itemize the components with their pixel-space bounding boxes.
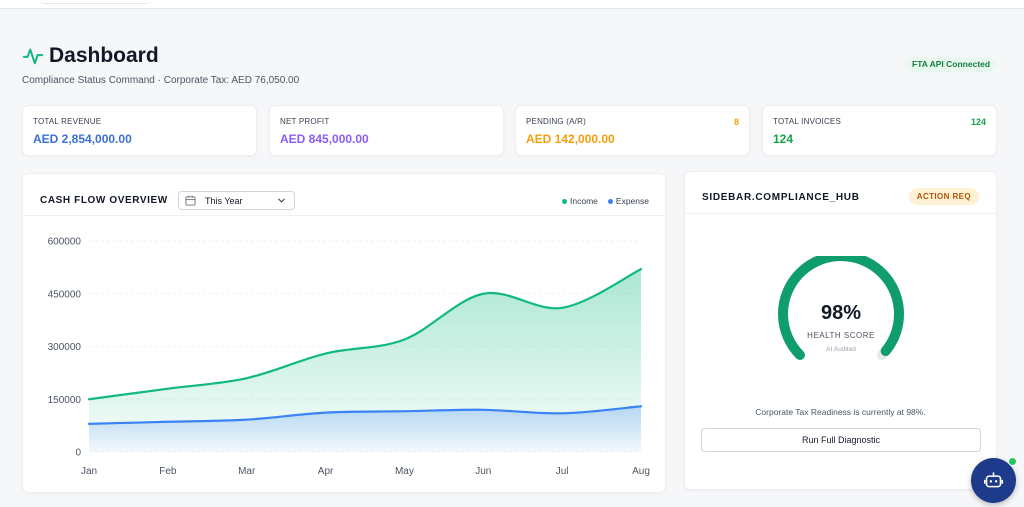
kpi-value: AED 845,000.00 — [280, 132, 369, 146]
health-score-gauge — [778, 256, 904, 361]
cash-flow-chart: 0 150000 300000 450000 600000 Jan Feb Mar Apr May… — [48, 237, 650, 478]
kpi-value: 124 — [773, 132, 794, 146]
top-bar — [0, 0, 1024, 9]
expense-dot — [607, 198, 613, 204]
expense-line — [87, 405, 643, 425]
online-status-dot — [1008, 457, 1017, 466]
income-dot — [562, 198, 568, 204]
x-tick-label: Aug — [632, 466, 650, 477]
readiness-text: Corporate Tax Readiness is currently at … — [755, 407, 926, 417]
kpi-count: 124 — [970, 117, 986, 127]
cash-flow-title: CASH FLOW OVERVIEW — [40, 195, 168, 206]
compliance-hub-card: SIDEBAR.COMPLIANCE_HUB ACTION REQ 98% HE… — [684, 171, 997, 490]
compliance-hub-title: SIDEBAR.COMPLIANCE_HUB — [702, 192, 860, 203]
x-tick-label: Jan — [81, 466, 97, 477]
date-range-select[interactable]: This Year — [178, 191, 295, 210]
expense-area — [89, 406, 641, 452]
y-tick-label: 600000 — [48, 237, 82, 248]
kpi-card-net-profit[interactable]: NET PROFIT AED 845,000.00 — [269, 105, 504, 156]
y-tick-label: 0 — [75, 448, 81, 459]
chevron-down-icon — [278, 198, 285, 203]
cash-flow-header: CASH FLOW OVERVIEW This Year Income Expe… — [23, 174, 665, 216]
run-diagnostic-button[interactable]: Run Full Diagnostic — [701, 428, 981, 452]
page-subtitle: Compliance Status Command · Corporate Ta… — [22, 75, 300, 86]
action-required-badge: ACTION REQ — [908, 188, 979, 205]
legend-expense[interactable]: Expense — [607, 196, 649, 206]
kpi-card-total-invoices[interactable]: TOTAL INVOICES 124 124 — [762, 105, 997, 156]
kpi-label: NET PROFIT — [280, 117, 330, 126]
x-tick-label: Mar — [238, 466, 256, 477]
date-range-value: This Year — [205, 196, 243, 206]
legend-expense-label: Expense — [615, 196, 649, 206]
gauge-fill — [778, 256, 904, 361]
x-tick-label: Jul — [556, 466, 569, 477]
divider — [685, 213, 996, 214]
cash-flow-card: CASH FLOW OVERVIEW This Year Income Expe… — [22, 173, 666, 493]
chart-legend: Income Expense — [562, 196, 649, 206]
y-tick-label: 300000 — [48, 342, 82, 353]
kpi-card-total-revenue[interactable]: TOTAL REVENUE AED 2,854,000.00 — [22, 105, 257, 156]
api-status-badge: FTA API Connected — [906, 57, 997, 72]
x-tick-label: Feb — [159, 466, 177, 477]
kpi-label: TOTAL REVENUE — [33, 117, 102, 126]
ai-assistant-button[interactable] — [971, 458, 1016, 503]
robot-icon — [983, 472, 1004, 488]
kpi-card-pending-ar[interactable]: PENDING (A/R) 8 AED 142,000.00 — [515, 105, 750, 156]
legend-income[interactable]: Income — [562, 196, 598, 206]
top-tab[interactable] — [40, 0, 150, 4]
kpi-label: PENDING (A/R) — [526, 117, 586, 126]
kpi-value: AED 142,000.00 — [526, 132, 615, 146]
health-score-value: 98% — [820, 302, 862, 324]
activity-icon — [22, 48, 44, 65]
kpi-count: 8 — [733, 117, 739, 127]
page-title: Dashboard — [49, 44, 159, 67]
health-score-label: HEALTH SCORE — [807, 331, 875, 340]
legend-income-label: Income — [570, 196, 598, 206]
income-area — [89, 269, 641, 452]
y-tick-label: 450000 — [48, 289, 82, 300]
x-tick-label: Apr — [318, 466, 334, 477]
kpi-label: TOTAL INVOICES — [773, 117, 841, 126]
y-tick-label: 150000 — [48, 395, 82, 406]
kpi-value: AED 2,854,000.00 — [33, 132, 132, 146]
calendar-icon — [185, 195, 196, 206]
x-tick-label: May — [395, 466, 414, 477]
x-tick-label: Jun — [475, 466, 491, 477]
ai-audited-label: AI Audited — [826, 346, 856, 353]
income-line — [87, 268, 643, 401]
